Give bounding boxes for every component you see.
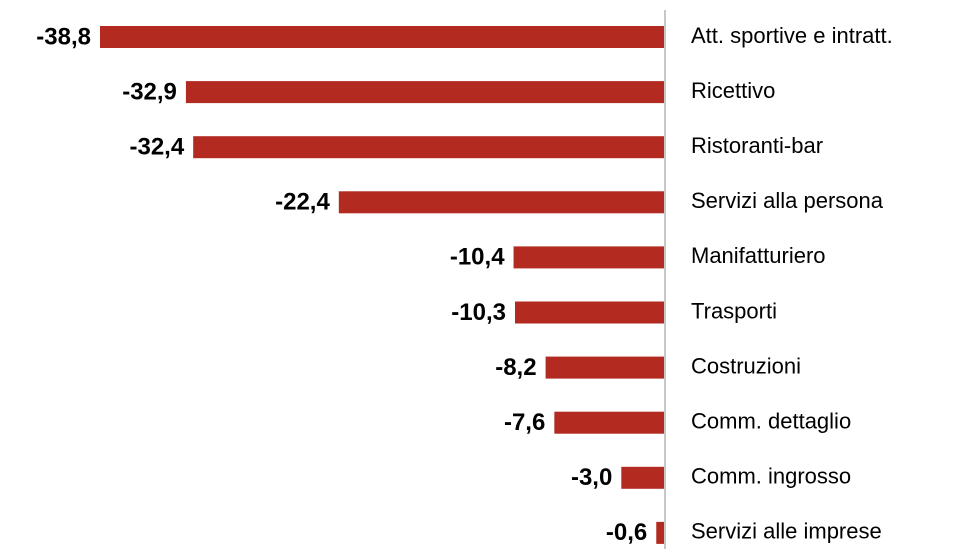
bar [621, 466, 665, 489]
bar [100, 26, 665, 48]
category-label: Trasporti [691, 298, 777, 323]
data-label: -8,2 [495, 354, 536, 381]
category-label: Servizi alle imprese [691, 519, 882, 544]
bar [338, 191, 665, 214]
data-label: -10,4 [450, 244, 505, 271]
data-label: -38,8 [36, 23, 91, 50]
category-label: Manifatturiero [691, 243, 826, 268]
bar [513, 246, 665, 269]
bar [193, 136, 666, 159]
bar [515, 301, 665, 324]
bar [554, 411, 665, 434]
data-label: -3,0 [571, 464, 612, 491]
data-label: -10,3 [451, 299, 506, 326]
category-label: Comm. ingrosso [691, 464, 851, 489]
data-label: -7,6 [504, 409, 545, 436]
data-label: -32,4 [129, 134, 184, 161]
category-label: Servizi alla persona [691, 188, 884, 213]
category-label: Att. sportive e intratt. [691, 23, 893, 48]
category-label: Ricettivo [691, 78, 775, 103]
category-label: Comm. dettaglio [691, 409, 851, 434]
data-label: -0,6 [606, 519, 647, 546]
bar [185, 81, 665, 104]
data-label: -22,4 [275, 189, 330, 216]
bar [545, 356, 665, 379]
category-label: Costruzioni [691, 353, 801, 378]
data-label: -32,9 [122, 78, 177, 105]
category-label: Ristoranti-bar [691, 133, 823, 158]
bar [656, 521, 665, 544]
